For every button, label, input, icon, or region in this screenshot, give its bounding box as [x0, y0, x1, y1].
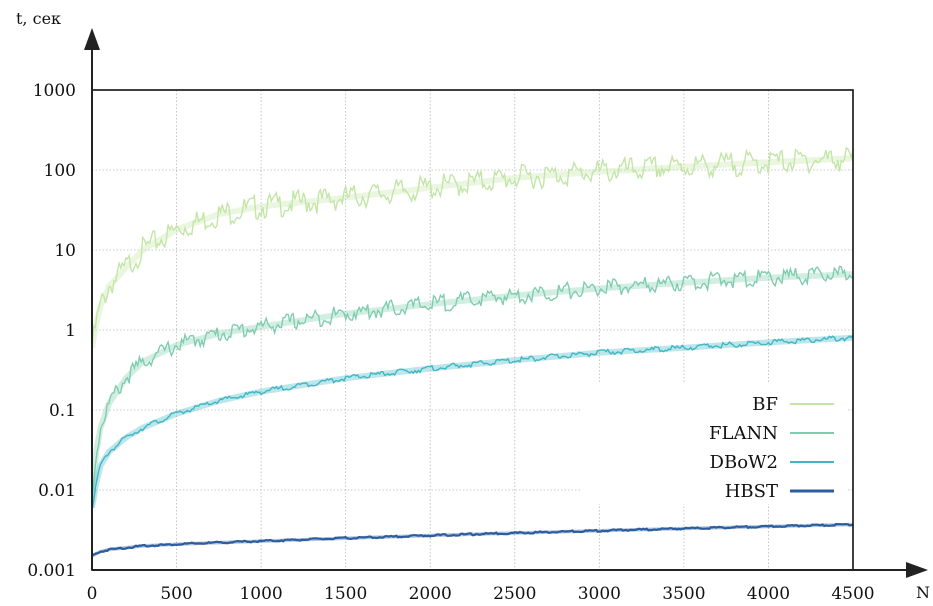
y-tick-label-2: 0.1 — [49, 401, 76, 421]
tick-labels: 0 500 1000 1500 2000 2500 3000 3500 4000 4500 0.00… — [27, 81, 874, 604]
x-tick-label-8: 4000 — [747, 584, 790, 604]
x-tick-label-7: 3500 — [662, 584, 705, 604]
x-tick-label-3: 1500 — [324, 584, 367, 604]
legend-background — [582, 384, 847, 504]
series-band-flann — [92, 271, 853, 499]
x-tick-label-2: 1000 — [239, 584, 282, 604]
series-band-bf — [92, 155, 853, 349]
y-tick-label-0: 0.001 — [27, 561, 76, 581]
x-tick-label-9: 4500 — [831, 584, 874, 604]
series-group — [92, 146, 853, 558]
y-tick-label-5: 100 — [44, 161, 76, 181]
x-tick-label-4: 2000 — [409, 584, 452, 604]
x-tick-label-6: 3000 — [578, 584, 621, 604]
y-tick-label-1: 0.01 — [38, 481, 76, 501]
legend-label-bf: BF — [752, 394, 778, 415]
y-axis-arrow-icon — [84, 28, 100, 50]
x-tick-label-5: 2500 — [493, 584, 536, 604]
series-band-hbst — [92, 522, 853, 558]
y-tick-label-3: 1 — [65, 321, 76, 341]
y-axis-label: t, сек — [16, 9, 61, 28]
legend-label-dbow2: DBoW2 — [710, 452, 778, 473]
x-tick-label-0: 0 — [87, 584, 98, 604]
y-tick-label-6: 1000 — [33, 81, 76, 101]
series-line-dbow2 — [92, 334, 853, 511]
y-tick-label-4: 10 — [54, 241, 76, 261]
legend-label-flann: FLANN — [709, 423, 778, 444]
series-line-hbst — [92, 522, 853, 557]
x-axis-label: N — [916, 583, 930, 602]
axes — [84, 28, 928, 578]
series-line-bf — [92, 146, 853, 348]
legend-label-hbst: HBST — [725, 481, 778, 502]
x-tick-label-1: 500 — [160, 584, 192, 604]
series-line-flann — [92, 265, 853, 497]
x-axis-arrow-icon — [906, 562, 928, 578]
legend: BF FLANN DBoW2 HBST — [582, 384, 847, 504]
